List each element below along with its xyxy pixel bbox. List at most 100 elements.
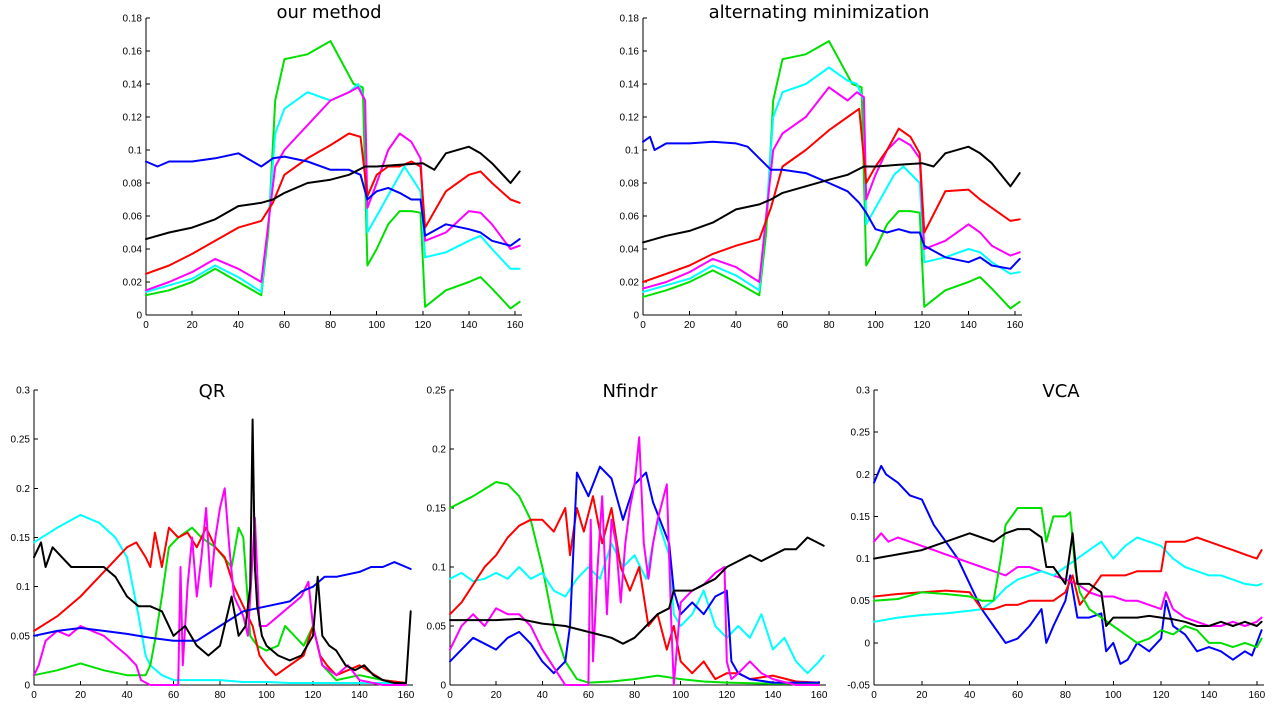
y-tick-label: 0.02 bbox=[620, 278, 640, 289]
series-line-cyan bbox=[873, 536, 1263, 623]
series-line-black bbox=[33, 418, 412, 684]
y-tick-label: 0.2 bbox=[856, 470, 870, 481]
x-tick-label: 20 bbox=[187, 320, 199, 331]
chart-title: VCA bbox=[1042, 381, 1080, 402]
x-tick-label: 80 bbox=[629, 690, 641, 701]
y-tick-label: 0.06 bbox=[620, 212, 640, 223]
chart-title: Nfindr bbox=[602, 381, 658, 402]
series-line-blue bbox=[642, 135, 1021, 270]
series-line-magenta bbox=[449, 436, 821, 686]
series-line-red bbox=[642, 107, 1021, 283]
series-line-cyan bbox=[449, 518, 825, 675]
series-line-magenta bbox=[33, 487, 407, 686]
x-tick-label: 120 bbox=[914, 320, 931, 331]
y-tick-label: 0.18 bbox=[123, 14, 143, 25]
x-tick-label: 100 bbox=[1105, 690, 1122, 701]
y-tick-label: 0 bbox=[136, 311, 142, 322]
x-tick-label: 80 bbox=[823, 320, 835, 331]
x-tick-label: 140 bbox=[960, 320, 977, 331]
x-tick-label: 120 bbox=[414, 320, 431, 331]
x-tick-label: 160 bbox=[1248, 690, 1265, 701]
y-tick-label: 0.08 bbox=[620, 179, 640, 190]
series-line-cyan bbox=[642, 66, 1021, 293]
x-tick-label: 60 bbox=[279, 320, 291, 331]
x-tick-label: 100 bbox=[258, 690, 275, 701]
y-tick-label: 0.04 bbox=[123, 245, 143, 256]
y-tick-label: 0.25 bbox=[427, 386, 447, 397]
x-tick-label: 140 bbox=[461, 320, 478, 331]
series-line-red bbox=[145, 132, 521, 275]
series-line-magenta bbox=[642, 86, 1021, 290]
y-tick-label: 0 bbox=[440, 681, 446, 692]
series-line-black bbox=[642, 145, 1021, 244]
y-tick-label: -0.05 bbox=[847, 681, 870, 692]
x-tick-label: 20 bbox=[916, 690, 928, 701]
series-line-blue bbox=[873, 464, 1263, 665]
x-tick-label: 0 bbox=[871, 690, 877, 701]
x-tick-label: 160 bbox=[1007, 320, 1024, 331]
x-tick-label: 160 bbox=[811, 690, 828, 701]
series-line-cyan bbox=[33, 513, 407, 684]
y-tick-label: 0.16 bbox=[123, 47, 143, 58]
chart-title: our method bbox=[276, 2, 381, 23]
series-line-green bbox=[449, 481, 821, 685]
series-line-black bbox=[873, 528, 1263, 627]
y-tick-label: 0.05 bbox=[427, 622, 447, 633]
y-tick-label: 0.15 bbox=[427, 504, 447, 515]
y-tick-label: 0.25 bbox=[11, 435, 31, 446]
y-tick-label: 0.1 bbox=[16, 582, 30, 593]
y-tick-label: 0.08 bbox=[123, 179, 143, 190]
x-tick-label: 40 bbox=[121, 690, 133, 701]
x-tick-label: 20 bbox=[75, 690, 87, 701]
x-tick-label: 60 bbox=[777, 320, 789, 331]
y-tick-label: 0 bbox=[24, 681, 30, 692]
chart-qr: QR 0 0.05 0.1 0.15 0.2 0.25 0.3 0 20 40 60 80 100 120 1… bbox=[11, 381, 415, 701]
y-tick-label: 0.18 bbox=[620, 14, 640, 25]
y-tick-label: 0.12 bbox=[123, 113, 143, 124]
y-tick-label: 0.02 bbox=[123, 278, 143, 289]
series-line-cyan bbox=[145, 83, 521, 293]
chart-our-method: our method 0 0.02 0.04 0.06 0.08 0.1 0.12 0.14 0.… bbox=[123, 2, 524, 331]
y-tick-label: 0 bbox=[633, 311, 639, 322]
x-tick-label: 0 bbox=[143, 320, 149, 331]
series-line-black bbox=[145, 145, 521, 241]
x-tick-label: 60 bbox=[1012, 690, 1024, 701]
x-tick-label: 60 bbox=[168, 690, 180, 701]
x-tick-label: 80 bbox=[325, 320, 337, 331]
x-tick-label: 140 bbox=[765, 690, 782, 701]
y-tick-label: 0.06 bbox=[123, 212, 143, 223]
x-tick-label: 120 bbox=[1153, 690, 1170, 701]
y-tick-label: 0.15 bbox=[851, 512, 871, 523]
x-tick-label: 20 bbox=[491, 690, 503, 701]
y-tick-label: 0.2 bbox=[432, 445, 446, 456]
y-tick-label: 0.15 bbox=[11, 533, 31, 544]
series-line-magenta bbox=[873, 532, 1263, 627]
y-tick-label: 0.16 bbox=[620, 47, 640, 58]
y-tick-label: 0.14 bbox=[620, 80, 640, 91]
y-tick-label: 0.1 bbox=[128, 146, 142, 157]
y-tick-label: 0 bbox=[864, 638, 870, 649]
chart-title: QR bbox=[199, 381, 226, 402]
y-tick-label: 0.05 bbox=[851, 596, 871, 607]
x-tick-label: 160 bbox=[507, 320, 524, 331]
y-tick-label: 0.04 bbox=[620, 245, 640, 256]
y-tick-label: 0.2 bbox=[16, 484, 30, 495]
x-tick-label: 100 bbox=[672, 690, 689, 701]
y-tick-label: 0.1 bbox=[856, 554, 870, 565]
y-tick-label: 0.05 bbox=[11, 631, 31, 642]
y-tick-label: 0.25 bbox=[851, 428, 871, 439]
y-tick-label: 0.1 bbox=[432, 563, 446, 574]
series-line-black bbox=[449, 536, 825, 645]
series-line-green bbox=[145, 40, 521, 310]
x-tick-label: 140 bbox=[1201, 690, 1218, 701]
y-tick-label: 0.1 bbox=[625, 146, 639, 157]
y-tick-label: 0.12 bbox=[620, 113, 640, 124]
x-tick-label: 40 bbox=[233, 320, 245, 331]
chart-nfindr: Nfindr 0 0.05 0.1 0.15 0.2 0.25 0 20 40 60 80 100 120… bbox=[427, 381, 828, 701]
series-line-red bbox=[449, 495, 821, 684]
x-tick-label: 60 bbox=[583, 690, 595, 701]
x-tick-label: 120 bbox=[305, 690, 322, 701]
x-tick-label: 0 bbox=[640, 320, 646, 331]
